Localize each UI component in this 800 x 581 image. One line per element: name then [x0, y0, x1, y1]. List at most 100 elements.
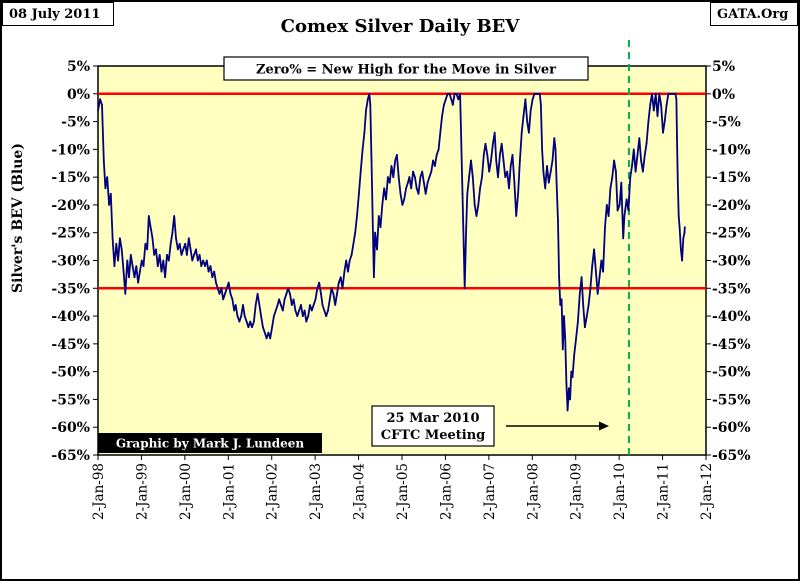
y-tick-label-right: -15% — [712, 170, 751, 186]
data-point — [457, 98, 460, 101]
data-point — [663, 120, 666, 123]
data-point — [186, 254, 188, 256]
data-point — [499, 154, 501, 156]
data-point — [385, 198, 387, 201]
data-point — [300, 304, 302, 306]
data-point — [463, 287, 466, 290]
data-point — [616, 209, 619, 212]
data-point — [245, 320, 248, 323]
data-point — [376, 248, 378, 251]
data-point — [383, 187, 386, 190]
x-tick-label: 2-Jan-98 — [91, 463, 107, 520]
data-point — [330, 287, 333, 290]
y-tick-label-left: -55% — [51, 392, 90, 408]
data-point — [470, 159, 472, 162]
x-tick-label: 2-Jan-05 — [395, 463, 411, 520]
data-point — [506, 170, 509, 173]
data-point — [207, 270, 210, 273]
data-point — [296, 315, 299, 317]
data-point — [274, 309, 277, 312]
data-point — [307, 315, 310, 317]
data-point — [662, 131, 664, 134]
y-tick-label-right: -35% — [712, 281, 751, 297]
data-point — [484, 142, 487, 145]
data-point — [607, 215, 610, 217]
data-point — [656, 115, 659, 117]
data-point — [149, 226, 152, 229]
data-point — [660, 104, 662, 106]
x-tick-label: 2-Jan-09 — [569, 463, 585, 520]
data-point — [144, 242, 147, 245]
data-point — [155, 248, 157, 251]
data-point — [119, 237, 121, 240]
data-point — [390, 165, 393, 167]
data-point — [303, 309, 306, 312]
data-point — [215, 281, 217, 284]
data-point — [191, 259, 194, 262]
data-point — [281, 309, 284, 312]
y-tick-label-right: -50% — [712, 365, 751, 381]
data-point — [528, 131, 530, 134]
data-point — [343, 270, 346, 273]
data-point — [620, 181, 623, 184]
data-point — [658, 92, 661, 95]
data-point — [598, 276, 601, 279]
event-note-box — [371, 405, 495, 447]
data-point — [602, 270, 604, 273]
data-point — [256, 292, 259, 295]
data-point — [352, 242, 355, 245]
data-point — [591, 265, 594, 267]
data-point — [269, 337, 272, 340]
data-point — [651, 92, 653, 95]
data-point — [554, 148, 557, 151]
data-point — [549, 170, 552, 173]
data-point — [99, 98, 101, 101]
data-point — [546, 165, 548, 167]
data-point — [627, 209, 630, 212]
y-tick-label-right: -10% — [712, 142, 751, 158]
data-point — [577, 320, 579, 323]
data-point — [683, 226, 686, 229]
source-label: GATA.Org — [710, 2, 798, 26]
data-point — [213, 270, 216, 273]
data-point — [544, 187, 547, 190]
data-point — [166, 254, 168, 256]
data-point — [584, 326, 586, 329]
data-point — [377, 215, 380, 217]
y-axis-left: 5% 0% -5% -10% -15% -20% -25% -30% -35% -40% -45% -… — [51, 59, 98, 464]
data-point — [558, 276, 560, 279]
data-point — [611, 176, 614, 179]
data-point — [565, 381, 568, 384]
data-point — [169, 242, 172, 245]
data-point — [453, 92, 456, 95]
data-point — [115, 242, 118, 245]
data-point — [316, 287, 319, 290]
series-points-0 — [97, 92, 686, 412]
data-point — [273, 315, 275, 317]
data-point — [492, 142, 494, 145]
data-point — [220, 287, 223, 290]
data-point — [394, 159, 397, 162]
data-point — [117, 259, 119, 262]
data-point — [475, 215, 478, 217]
data-point — [111, 237, 114, 240]
data-point — [396, 154, 398, 156]
data-point — [570, 370, 573, 373]
data-point — [595, 270, 597, 273]
y-tick-label-right: -5% — [712, 115, 741, 131]
data-point — [432, 159, 434, 162]
data-point — [205, 259, 208, 262]
data-point — [451, 104, 454, 106]
data-point — [502, 159, 505, 162]
data-point — [504, 176, 507, 179]
data-point — [151, 237, 154, 240]
data-point — [126, 259, 129, 262]
data-point — [345, 259, 348, 262]
data-point — [216, 287, 219, 290]
data-point — [640, 159, 642, 162]
data-point — [193, 254, 196, 256]
data-point — [465, 226, 468, 229]
data-point — [468, 176, 470, 179]
data-point — [669, 92, 671, 95]
